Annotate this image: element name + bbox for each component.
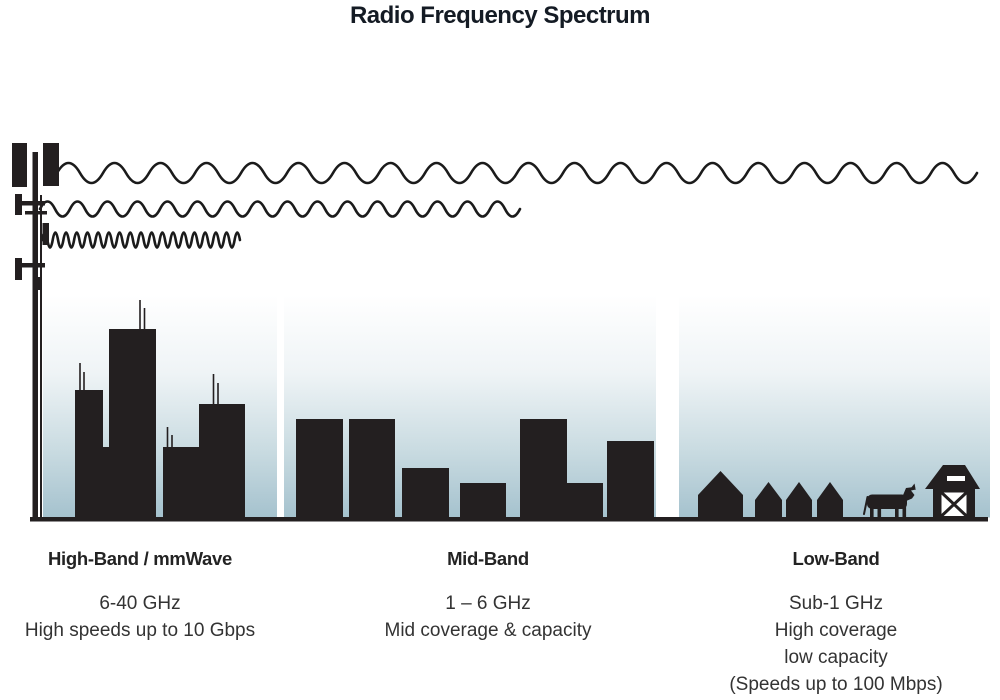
band-spec-line: Sub-1 GHz (789, 593, 883, 614)
page-title: Radio Frequency Spectrum (349, 2, 651, 29)
cow-icon (863, 483, 916, 518)
radio-waves (38, 161, 979, 249)
band-heading-low: Low-Band (792, 548, 880, 569)
long-wavelength-wave-icon (55, 161, 979, 185)
band-spec-line: High speeds up to 10 Gbps (24, 620, 256, 641)
medium-wavelength-wave-icon (38, 200, 522, 218)
band-spec-line: 1 – 6 GHz (445, 593, 531, 614)
band-heading-mid: Mid-Band (447, 548, 529, 569)
midrise-buildings-icon (296, 419, 654, 518)
band-heading-high: High-Band / mmWave (47, 548, 233, 569)
sky-gradient-panels (43, 295, 990, 518)
rooftop-antennas (79, 300, 219, 447)
short-wavelength-wave-icon (40, 231, 242, 249)
band-label-high: High-Band / mmWave 6-40 GHz High speeds … (0, 548, 280, 644)
band-spec-line: (Speeds up to 100 Mbps) (729, 674, 943, 695)
band-spec-line: 6-40 GHz (99, 593, 181, 614)
rural-houses-icon (698, 471, 843, 518)
sky-panel-mid (284, 295, 656, 518)
band-spec-line: High coverage (774, 620, 898, 641)
band-label-mid: Mid-Band 1 – 6 GHz Mid coverage & capaci… (348, 548, 628, 644)
barn-icon (925, 465, 980, 519)
band-spec-line: low capacity (784, 647, 888, 668)
cell-tower-icon (12, 143, 59, 518)
city-skyline-icon (75, 300, 245, 518)
band-spec-line: Mid coverage & capacity (384, 620, 592, 641)
ground-line (30, 517, 988, 522)
band-label-low: Low-Band Sub-1 GHz High coverage low cap… (696, 548, 976, 698)
